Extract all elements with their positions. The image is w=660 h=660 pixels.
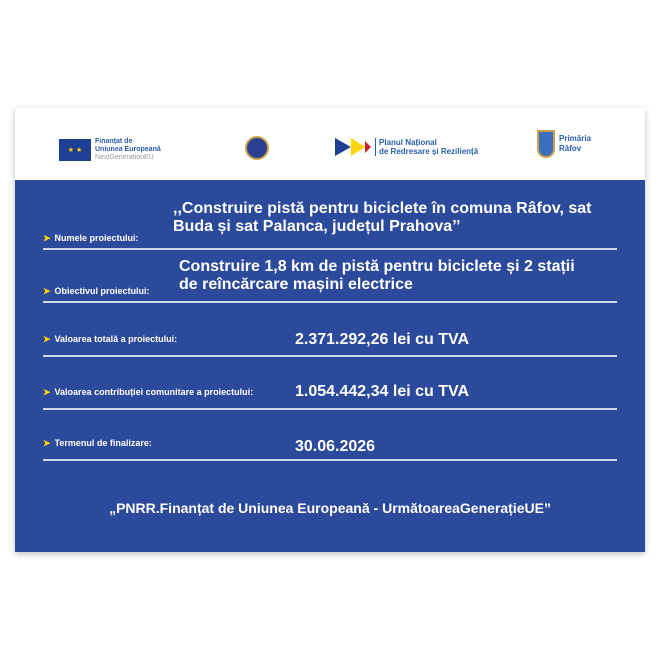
logo-header: ★ ★ Finanțat de Uniunea Europeană NextGene…	[15, 108, 645, 180]
row-value: 2.371.292,26 lei cu TVA	[295, 331, 470, 348]
row-label: Obiectivul proiectului:	[54, 286, 150, 296]
row-value: 1.054.442,34 lei cu TVA	[295, 383, 470, 400]
row-deadline: ➤ Termenul de finalizare: 30.06.2026	[43, 408, 617, 461]
government-logo	[245, 136, 269, 160]
footer-slogan: „PNRR.Finanțat de Uniunea Europeană - Ur…	[109, 500, 551, 516]
romania-government-seal-icon	[245, 136, 269, 160]
row-label: Numele proiectului:	[54, 233, 139, 243]
row-label: Valoarea contribuției comunitare a proie…	[54, 387, 254, 397]
arrow-icon: ➤	[43, 438, 51, 448]
rafov-coat-of-arms-icon	[537, 130, 555, 158]
primaria-line2: Râfov	[559, 144, 582, 153]
primaria-logo: Primăria Râfov	[537, 130, 591, 158]
eu-logo: ★ ★ Finanțat de Uniunea Europeană NextGene…	[59, 138, 161, 162]
row-label: Termenul de finalizare:	[54, 438, 152, 448]
arrow-icon: ➤	[43, 233, 51, 243]
eu-line2: Uniunea Europeană	[95, 146, 161, 153]
row-value-line: Buda și sat Palanca, județul Prahova’’	[173, 218, 461, 235]
eu-line1: Finanțat de	[95, 138, 133, 145]
project-sign-board: ★ ★ Finanțat de Uniunea Europeană NextGene…	[15, 108, 645, 552]
row-value-line: de reîncărcare mașini electrice	[179, 276, 413, 293]
row-value: 30.06.2026	[295, 438, 376, 455]
pnrr-line2: de Redresare și Reziliență	[379, 147, 479, 156]
row-value-line: Construire 1,8 km de pistă pentru bicicl…	[179, 258, 575, 275]
arrow-icon: ➤	[43, 387, 51, 397]
primaria-line1: Primăria	[559, 134, 592, 143]
row-eu-contribution: ➤ Valoarea contribuției comunitare a proi…	[43, 355, 617, 410]
row-project-name: ➤ Numele proiectului: ,,Construire pistă …	[43, 188, 617, 250]
arrow-icon: ➤	[43, 286, 51, 296]
row-total-value: ➤ Valoarea totală a proiectului: 2.371.29…	[43, 301, 617, 357]
row-value-line: ,,Construire pistă pentru biciclete în c…	[173, 200, 592, 217]
pnrr-logo: Planul Național de Redresare și Rezilienț…	[335, 138, 478, 156]
pnrr-arrows-icon	[335, 138, 371, 156]
pnrr-line1: Planul Național	[379, 138, 437, 147]
arrow-icon: ➤	[43, 334, 51, 344]
eu-line3: NextGenerationEU	[95, 154, 154, 161]
row-label: Valoarea totală a proiectului:	[54, 334, 178, 344]
eu-flag-icon: ★ ★	[59, 139, 91, 161]
row-objective: ➤ Obiectivul proiectului: Construire 1,8 …	[43, 248, 617, 303]
